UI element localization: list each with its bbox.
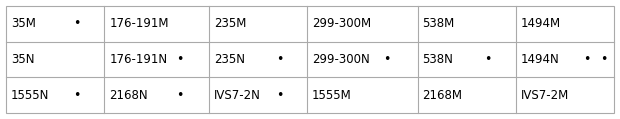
Text: •: • xyxy=(276,53,283,66)
Text: •: • xyxy=(73,89,81,102)
Text: 1494N: 1494N xyxy=(521,53,559,66)
Text: 176-191M: 176-191M xyxy=(109,17,169,30)
Text: 1555N: 1555N xyxy=(11,89,50,102)
Text: 2168M: 2168M xyxy=(423,89,463,102)
Text: 299-300M: 299-300M xyxy=(312,17,371,30)
Text: 35M: 35M xyxy=(11,17,36,30)
Text: 538M: 538M xyxy=(423,17,455,30)
Text: •: • xyxy=(485,53,492,66)
Text: •: • xyxy=(600,53,608,66)
Bar xyxy=(6,6,614,113)
Text: IVS7-2N: IVS7-2N xyxy=(214,89,260,102)
Text: •: • xyxy=(383,53,390,66)
Text: •: • xyxy=(176,89,183,102)
Text: 2168N: 2168N xyxy=(109,89,148,102)
Text: •: • xyxy=(73,17,81,30)
Text: 1555M: 1555M xyxy=(312,89,352,102)
Text: •: • xyxy=(176,53,183,66)
Text: •: • xyxy=(276,89,283,102)
Text: 35N: 35N xyxy=(11,53,35,66)
Text: IVS7-2M: IVS7-2M xyxy=(521,89,569,102)
Text: •: • xyxy=(583,53,590,66)
Text: 235M: 235M xyxy=(214,17,246,30)
Text: 235N: 235N xyxy=(214,53,245,66)
Text: 1494M: 1494M xyxy=(521,17,560,30)
Text: 176-191N: 176-191N xyxy=(109,53,167,66)
Text: 538N: 538N xyxy=(423,53,453,66)
Text: 299-300N: 299-300N xyxy=(312,53,370,66)
